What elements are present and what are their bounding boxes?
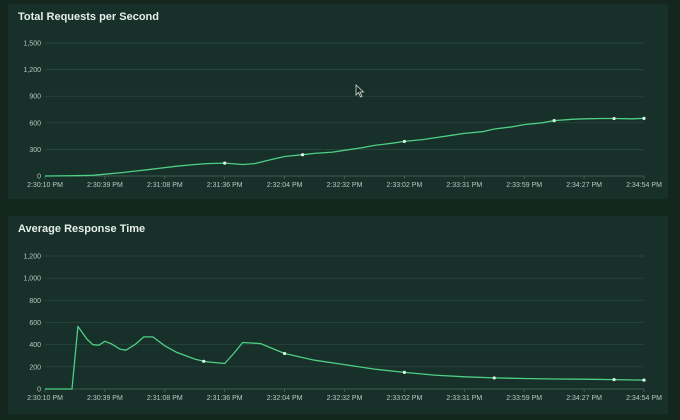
x-tick-label: 2:33:31 PM	[446, 395, 482, 402]
data-point	[612, 377, 616, 382]
y-tick-label: 300	[29, 147, 41, 154]
x-tick-label: 2:33:02 PM	[386, 182, 422, 189]
y-tick-label: 1,500	[23, 41, 41, 48]
y-tick-label: 0	[37, 387, 41, 394]
y-tick-label: 200	[29, 364, 41, 371]
mouse-cursor-icon	[355, 84, 365, 98]
x-tick-label: 2:33:59 PM	[506, 182, 542, 189]
data-point	[223, 161, 227, 165]
x-tick-label: 2:31:36 PM	[207, 182, 243, 189]
y-tick-label: 1,000	[23, 276, 41, 283]
x-tick-label: 2:30:10 PM	[27, 182, 63, 189]
data-point	[612, 116, 616, 121]
series-line	[45, 325, 645, 390]
requests-per-second-panel: Total Requests per Second 0 300 600 900 1,20…	[8, 4, 668, 199]
x-tick-label: 2:32:04 PM	[267, 395, 303, 402]
x-tick-label: 2:34:27 PM	[566, 182, 602, 189]
x-tick-label: 2:31:08 PM	[147, 395, 183, 402]
series-line	[44, 117, 645, 177]
average-response-time-chart: 0 200 400 600 800 1,000 1,200 2:30:10 PM 2:30:39…	[23, 254, 662, 403]
data-point	[642, 378, 646, 382]
x-tick-label: 2:34:27 PM	[566, 395, 602, 402]
data-point	[402, 139, 406, 144]
x-tick-label: 2:32:32 PM	[327, 182, 363, 189]
chart-title: Total Requests per Second	[18, 11, 159, 23]
data-point	[202, 359, 206, 363]
x-tick-label: 2:32:04 PM	[267, 182, 303, 189]
x-tick-label: 2:33:31 PM	[446, 182, 482, 189]
data-point	[402, 370, 406, 374]
y-tick-label: 400	[29, 342, 41, 349]
y-tick-label: 800	[29, 298, 41, 305]
x-tick-label: 2:32:32 PM	[327, 395, 363, 402]
x-tick-label: 2:30:39 PM	[87, 395, 123, 402]
requests-per-second-chart: 0 300 600 900 1,200 1,500 2:30:10 PM 2:30:39 PM…	[23, 41, 662, 190]
data-point	[492, 376, 496, 380]
y-tick-label: 600	[29, 320, 41, 327]
x-tick-label: 2:33:02 PM	[386, 395, 422, 402]
y-tick-label: 0	[37, 174, 41, 181]
x-tick-label: 2:31:08 PM	[147, 182, 183, 189]
x-tick-label: 2:31:36 PM	[207, 395, 243, 402]
data-point	[552, 118, 556, 123]
y-tick-label: 600	[29, 120, 41, 127]
x-tick-label: 2:30:39 PM	[87, 182, 123, 189]
y-tick-label: 1,200	[23, 67, 41, 74]
data-point	[283, 351, 287, 356]
average-response-time-panel: Average Response Time 0 200 400 600 800 1,000…	[8, 216, 668, 414]
data-point	[642, 116, 646, 120]
y-tick-label: 1,200	[23, 254, 41, 261]
data-point	[300, 153, 305, 157]
x-tick-label: 2:33:59 PM	[506, 395, 542, 402]
x-tick-label: 2:34:54 PM	[626, 182, 662, 189]
y-tick-label: 900	[29, 94, 41, 101]
x-tick-label: 2:30:10 PM	[27, 395, 63, 402]
chart-title: Average Response Time	[18, 223, 146, 235]
x-tick-label: 2:34:54 PM	[626, 395, 662, 402]
